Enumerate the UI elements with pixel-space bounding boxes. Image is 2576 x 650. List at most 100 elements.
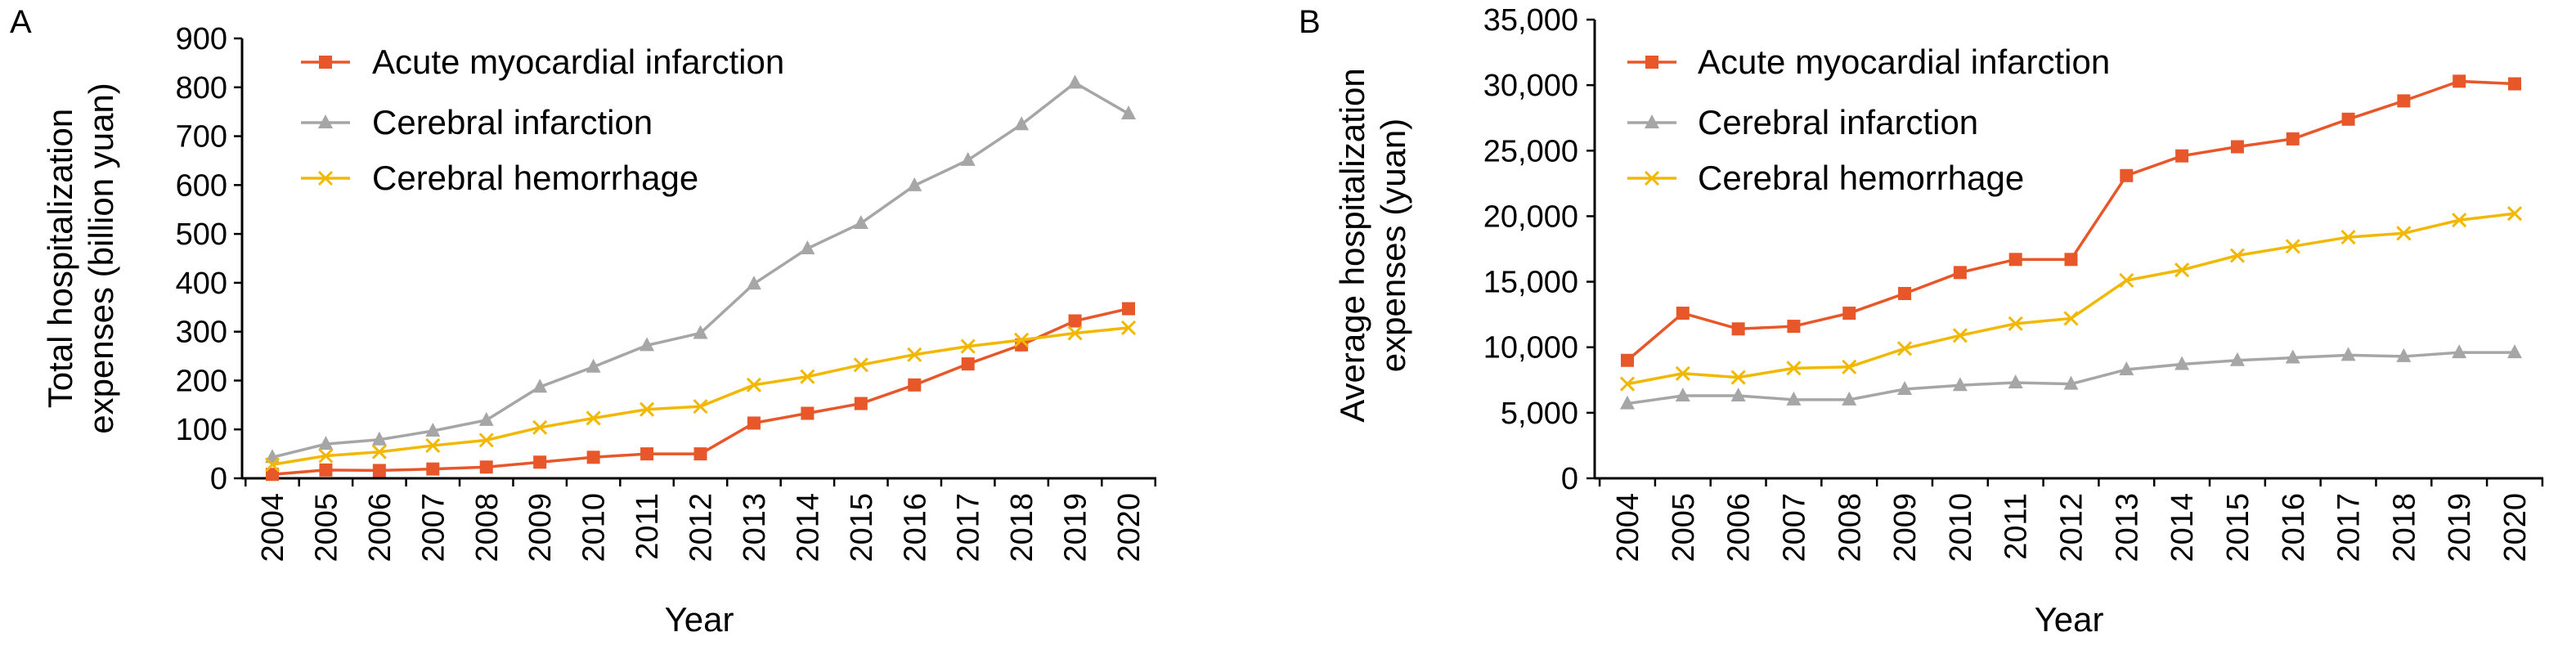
data-point <box>1067 325 1083 341</box>
x-tick-label: 2005 <box>1667 493 1701 563</box>
data-point <box>1897 381 1913 396</box>
data-point <box>264 457 280 473</box>
data-point <box>372 464 386 477</box>
data-point <box>586 410 601 426</box>
legend-label: Cerebral hemorrhage <box>372 159 698 197</box>
y-tick-label: 30,000 <box>1483 69 1578 103</box>
data-point <box>2229 352 2245 366</box>
y-tick-label: 100 <box>176 413 227 447</box>
data-point <box>693 399 708 415</box>
data-point <box>960 151 976 166</box>
x-tick-label: 2007 <box>416 493 451 563</box>
y-tick-label: 20,000 <box>1483 199 1578 234</box>
data-point <box>853 357 868 373</box>
data-point <box>800 240 815 255</box>
x-tick-label: 2012 <box>2055 493 2089 563</box>
x-tick-label: 2010 <box>577 493 612 563</box>
data-point <box>2285 349 2300 364</box>
data-point <box>1786 391 1802 406</box>
data-point <box>2175 149 2189 163</box>
series-acute-myocardial-infarction <box>1621 74 2521 367</box>
x-axis-title: Year <box>665 600 734 639</box>
data-point <box>640 337 655 352</box>
series-line <box>272 326 1129 466</box>
y-tick-label: 300 <box>176 316 227 350</box>
x-tick-label: 2005 <box>309 493 343 563</box>
data-point <box>533 455 547 469</box>
x-tick-label: 2014 <box>2165 493 2200 563</box>
data-point <box>1620 395 1635 410</box>
data-point <box>2063 375 2079 390</box>
data-point <box>2174 356 2190 370</box>
data-point <box>2452 344 2467 359</box>
x-tick-label: 2010 <box>1944 493 1978 563</box>
x-tick-label: 2017 <box>952 493 986 563</box>
y-tick-label: 15,000 <box>1483 266 1578 300</box>
x-tick-label: 2011 <box>1999 493 2034 560</box>
x-tick-label: 2008 <box>1833 493 1867 563</box>
y-tick-label: 0 <box>210 462 227 496</box>
data-point <box>2286 132 2300 146</box>
x-tick-label: 2017 <box>2332 493 2367 563</box>
data-point <box>961 357 975 371</box>
legend-label: Cerebral infarction <box>372 103 653 141</box>
y-axis-title: expenses (yuan) <box>1374 119 1412 373</box>
y-tick-label: 10,000 <box>1483 331 1578 365</box>
data-point <box>2008 316 2023 331</box>
legend-entry: Acute myocardial infarction <box>1627 43 2110 81</box>
data-point <box>854 397 868 410</box>
y-tick-label: 400 <box>176 267 227 301</box>
data-point <box>1014 332 1030 347</box>
data-point <box>2230 140 2244 154</box>
data-point <box>907 177 922 191</box>
data-point <box>2397 94 2411 108</box>
legend-entry: Acute myocardial infarction <box>301 43 784 81</box>
legend-label: Cerebral hemorrhage <box>1698 159 2024 197</box>
data-point <box>1068 314 1082 328</box>
data-point <box>2506 206 2523 222</box>
y-tick-label: 900 <box>176 22 227 56</box>
panel-letter: A <box>10 4 32 40</box>
x-tick-label: 2012 <box>684 493 719 563</box>
legend-marker <box>319 56 332 69</box>
data-point <box>800 369 815 384</box>
data-point <box>853 214 868 229</box>
data-point <box>1675 365 1690 381</box>
data-point <box>2341 112 2355 126</box>
data-point <box>371 444 387 459</box>
data-point <box>2340 347 2356 361</box>
y-axis-title: Average hospitalization <box>1333 68 1371 423</box>
legend-label: Cerebral infarction <box>1698 103 1978 141</box>
data-point <box>2008 374 2023 388</box>
data-point <box>2119 272 2134 289</box>
legend-marker <box>1644 170 1660 186</box>
x-tick-label: 2009 <box>1888 493 1923 563</box>
y-tick-label: 200 <box>176 364 227 398</box>
y-tick-label: 25,000 <box>1483 134 1578 168</box>
data-point <box>318 448 334 464</box>
data-point <box>2507 344 2522 359</box>
data-point <box>1730 388 1746 402</box>
data-point <box>1786 361 1802 376</box>
x-tick-label: 2015 <box>845 493 879 563</box>
x-tick-label: 2020 <box>1112 493 1147 563</box>
data-point <box>586 451 600 464</box>
series-acute-myocardial-infarction <box>266 302 1135 482</box>
x-tick-label: 2019 <box>2443 493 2477 563</box>
legend-marker <box>318 114 333 128</box>
x-tick-label: 2018 <box>1005 493 1039 563</box>
data-point <box>1067 74 1083 89</box>
data-point <box>1675 388 1690 402</box>
data-point <box>586 358 601 373</box>
y-tick-label: 5,000 <box>1501 397 1578 431</box>
x-tick-label: 2016 <box>2277 493 2311 563</box>
data-point <box>1898 286 1912 300</box>
data-point <box>1122 302 1135 316</box>
data-point <box>907 347 922 362</box>
data-point <box>1896 341 1913 356</box>
x-tick-label: 2015 <box>2221 493 2255 563</box>
y-axis-title: Total hospitalization <box>41 109 79 409</box>
series-cerebral-hemorrhage <box>264 320 1137 473</box>
series-line <box>1627 212 2515 386</box>
